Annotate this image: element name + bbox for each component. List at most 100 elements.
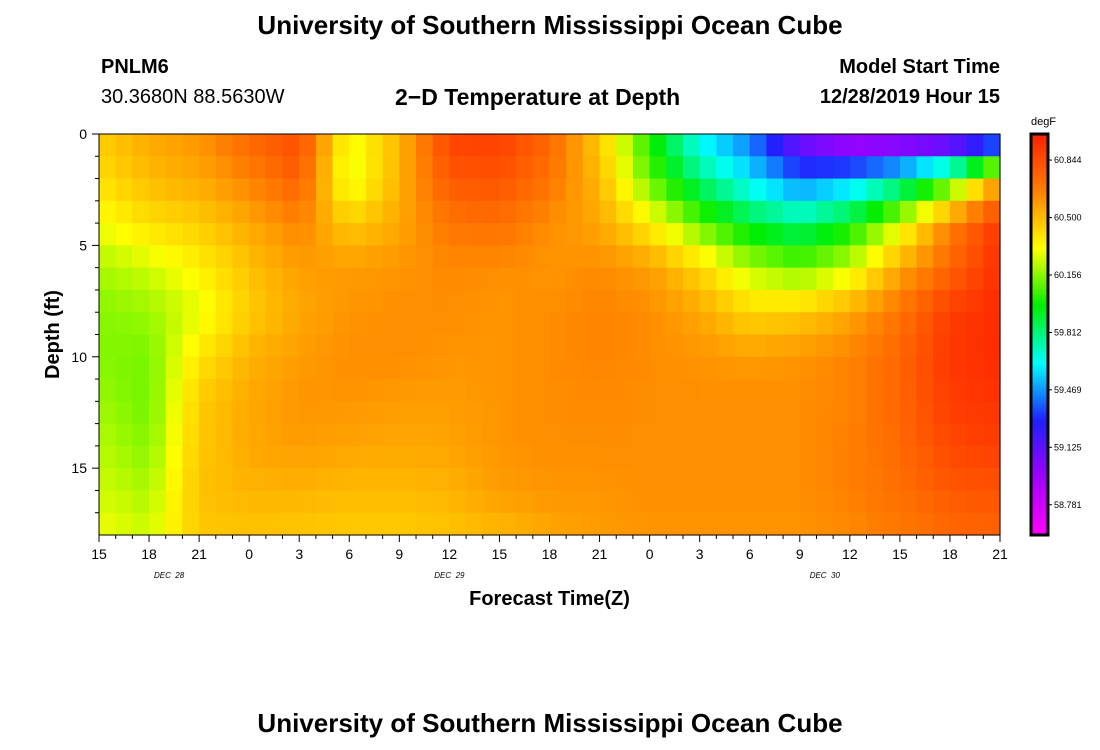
heatmap-cell	[799, 134, 818, 157]
heatmap-cell	[682, 223, 701, 246]
heatmap-cell	[866, 468, 884, 492]
heatmap-cell	[232, 223, 250, 246]
heatmap-cell	[466, 379, 484, 402]
heatmap-cell	[482, 490, 501, 514]
heatmap-cell	[232, 289, 250, 313]
heatmap-cell	[516, 289, 534, 313]
heatmap-cell	[766, 423, 784, 447]
heatmap-cell	[265, 312, 284, 336]
y-axis-label: Depth (ft)	[42, 290, 64, 379]
heatmap-cell	[332, 134, 350, 157]
heatmap-cell	[449, 267, 467, 291]
heatmap-cell	[899, 134, 918, 157]
heatmap-cell	[482, 200, 501, 224]
heatmap-cell	[666, 312, 684, 336]
heatmap-cell	[132, 156, 150, 180]
heatmap-cell	[833, 312, 851, 336]
heatmap-cell	[733, 134, 751, 157]
heatmap-cell	[599, 334, 617, 358]
heatmap-cell	[833, 401, 851, 425]
heatmap-cell	[632, 379, 651, 402]
heatmap-cell	[749, 445, 768, 469]
heatmap-cell	[866, 379, 884, 402]
heatmap-cell	[265, 156, 284, 180]
heatmap-cell	[482, 245, 501, 269]
heatmap-cell	[799, 312, 818, 336]
heatmap-cell	[949, 445, 968, 469]
heatmap-cell	[933, 312, 951, 336]
heatmap-cell	[883, 178, 901, 202]
heatmap-cell	[482, 423, 501, 447]
heatmap-cell	[199, 289, 217, 313]
heatmap-cell	[866, 401, 884, 425]
heatmap-cell	[666, 245, 684, 269]
heatmap-cell	[766, 223, 784, 246]
heatmap-cell	[799, 512, 818, 536]
heatmap-cell	[716, 490, 734, 514]
heatmap-cell	[849, 312, 868, 336]
heatmap-cell	[315, 134, 334, 157]
colorbar-gradient	[1029, 132, 1050, 537]
heatmap-cell	[332, 223, 350, 246]
heatmap-cell	[132, 334, 150, 358]
heatmap-cell	[332, 356, 350, 380]
heatmap-cell	[215, 289, 234, 313]
heatmap-cell	[349, 334, 367, 358]
heatmap-cell	[949, 334, 968, 358]
date-label: DEC 30	[810, 571, 841, 580]
heatmap-cell	[516, 401, 534, 425]
heatmap-cell	[566, 134, 584, 157]
heatmap-cell	[883, 289, 901, 313]
heatmap-cell	[165, 245, 184, 269]
heatmap-cell	[966, 423, 984, 447]
heatmap-cell	[349, 512, 367, 536]
heatmap-cell	[149, 445, 167, 469]
heatmap-cell	[449, 512, 467, 536]
heatmap-cell	[916, 356, 934, 380]
heatmap-cell	[983, 468, 1001, 492]
heatmap-cell	[582, 245, 601, 269]
heatmap-cell	[115, 490, 133, 514]
heatmap-cell	[182, 379, 200, 402]
heatmap-cell	[849, 401, 868, 425]
heatmap-cell	[883, 468, 901, 492]
model-start-label: Model Start Time	[839, 56, 1000, 78]
heatmap-cell	[332, 200, 350, 224]
heatmap-cell	[199, 512, 217, 536]
heatmap-cell	[966, 134, 984, 157]
heatmap-cell	[199, 379, 217, 402]
heatmap-cell	[916, 423, 934, 447]
y-tick-label: 15	[71, 460, 87, 476]
heatmap-cell	[365, 356, 384, 380]
colorbar: degF 60.844 60.500 60.156 59.812 59.469 59.12…	[1029, 116, 1082, 537]
heatmap-cell	[399, 267, 417, 291]
heatmap-cell	[149, 245, 167, 269]
heatmap-cell	[983, 156, 1001, 180]
heatmap-cell	[699, 334, 717, 358]
heatmap-cell	[349, 423, 367, 447]
heatmap-cell	[933, 423, 951, 447]
heatmap-cell	[933, 178, 951, 202]
heatmap-cell	[482, 379, 501, 402]
heatmap-cell	[299, 178, 317, 202]
heatmap-cell	[315, 356, 334, 380]
date-label: DEC 29	[434, 571, 465, 580]
heatmap-cell	[632, 468, 651, 492]
heatmap-cell	[866, 312, 884, 336]
heatmap-cell	[699, 445, 717, 469]
heatmap-cell	[733, 223, 751, 246]
heatmap-cell	[883, 267, 901, 291]
heatmap-cell	[132, 134, 150, 157]
heatmap-cell	[866, 289, 884, 313]
heatmap-cell	[499, 445, 517, 469]
heatmap-cell	[232, 401, 250, 425]
heatmap-cell	[883, 223, 901, 246]
heatmap-cell	[799, 267, 818, 291]
heatmap-cell	[632, 334, 651, 358]
heatmap-cell	[382, 423, 400, 447]
heatmap-cell	[866, 512, 884, 536]
heatmap-cell	[399, 445, 417, 469]
heatmap-cell	[783, 267, 801, 291]
heatmap-cell	[432, 223, 450, 246]
heatmap-cell	[883, 200, 901, 224]
